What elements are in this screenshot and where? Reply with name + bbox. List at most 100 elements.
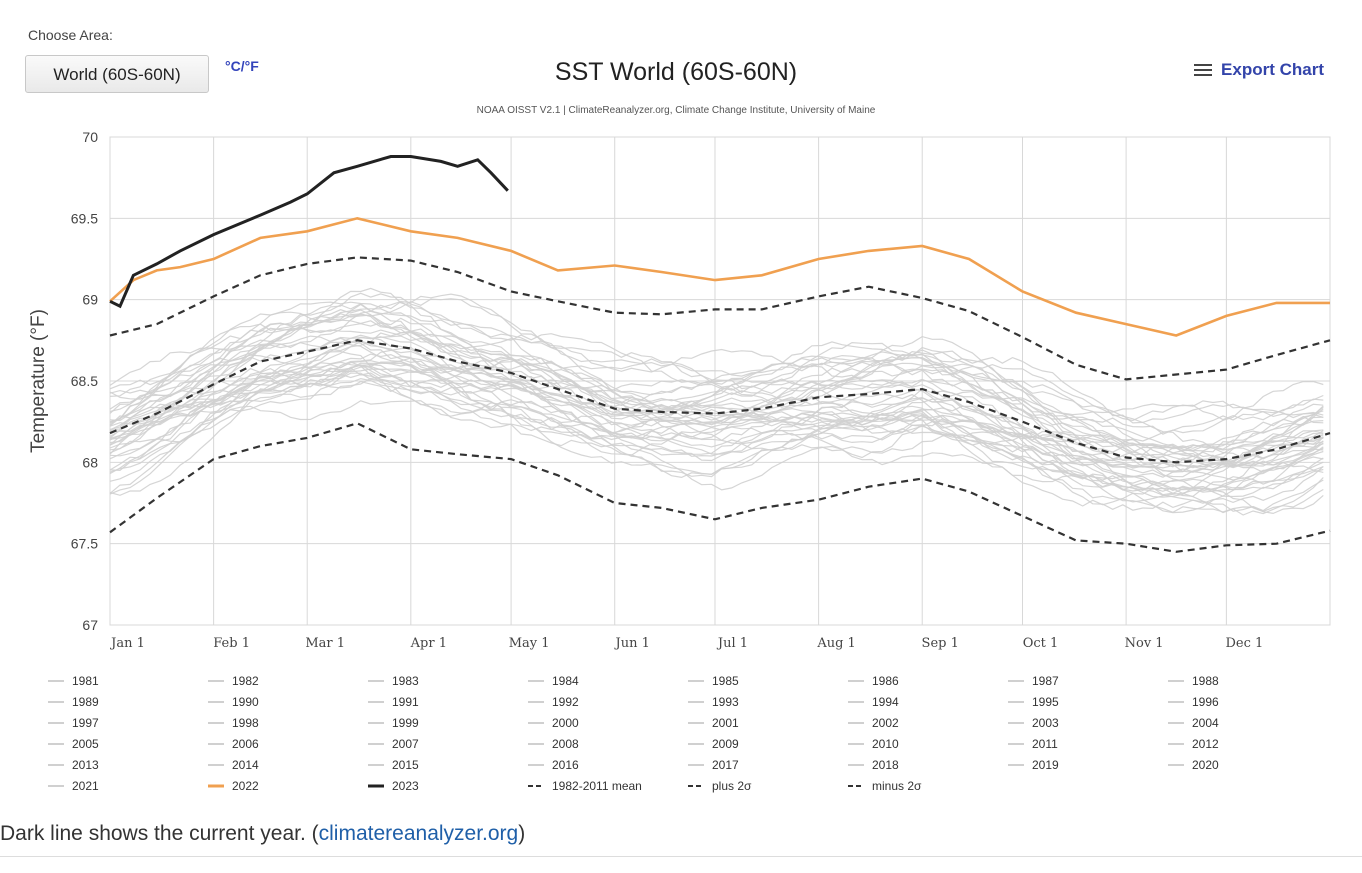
y-tick-label-6: 70 <box>82 129 98 145</box>
legend-label: 1986 <box>872 674 899 688</box>
legend-swatch <box>848 722 864 724</box>
y-tick-label-5: 69.5 <box>71 210 98 226</box>
legend-label: 2016 <box>552 758 579 772</box>
legend-item-2007[interactable]: 2007 <box>368 737 419 751</box>
line-1996 <box>109 335 1324 498</box>
legend-item-1982-2011-mean[interactable]: 1982-2011 mean <box>528 779 642 793</box>
legend-item-2021[interactable]: 2021 <box>48 779 99 793</box>
legend-item-1982[interactable]: 1982 <box>208 674 259 688</box>
legend-swatch <box>1008 701 1024 703</box>
legend-item-1997[interactable]: 1997 <box>48 716 99 730</box>
legend-item-1989[interactable]: 1989 <box>48 695 99 709</box>
legend-item-2020[interactable]: 2020 <box>1168 758 1219 772</box>
legend-label: 2015 <box>392 758 419 772</box>
legend-swatch <box>208 743 224 745</box>
legend-item-2014[interactable]: 2014 <box>208 758 259 772</box>
legend-item-1988[interactable]: 1988 <box>1168 674 1219 688</box>
legend-item-1998[interactable]: 1998 <box>208 716 259 730</box>
legend-swatch <box>1168 722 1184 724</box>
legend-label: 1988 <box>1192 674 1219 688</box>
legend-item-2011[interactable]: 2011 <box>1008 737 1058 751</box>
x-tick-label-5: Jun 1 <box>614 636 650 651</box>
legend-item-2018[interactable]: 2018 <box>848 758 899 772</box>
legend-item-1983[interactable]: 1983 <box>368 674 419 688</box>
line-2020 <box>109 327 1324 443</box>
export-chart-button[interactable]: Export Chart <box>1194 60 1324 80</box>
legend-item-2023[interactable]: 2023 <box>368 779 419 793</box>
legend-item-2013[interactable]: 2013 <box>48 758 99 772</box>
legend-item-1999[interactable]: 1999 <box>368 716 419 730</box>
legend-label: 2018 <box>872 758 899 772</box>
legend-swatch <box>848 764 864 766</box>
legend-label: 2014 <box>232 758 259 772</box>
legend-item-1984[interactable]: 1984 <box>528 674 579 688</box>
legend-item-1991[interactable]: 1991 <box>368 695 419 709</box>
chart-subtitle: NOAA OISST V2.1 | ClimateReanalyzer.org,… <box>476 105 876 116</box>
legend-item-2017[interactable]: 2017 <box>688 758 739 772</box>
legend-swatch <box>368 722 384 724</box>
legend-item-2016[interactable]: 2016 <box>528 758 579 772</box>
x-tick-label-0: Jan 1 <box>109 636 145 651</box>
legend-item-1986[interactable]: 1986 <box>848 674 899 688</box>
legend-label: 1982-2011 mean <box>552 779 642 793</box>
legend-item-1992[interactable]: 1992 <box>528 695 579 709</box>
legend-item-1987[interactable]: 1987 <box>1008 674 1059 688</box>
caption-link[interactable]: climatereanalyzer.org <box>318 822 519 845</box>
legend-item-1995[interactable]: 1995 <box>1008 695 1059 709</box>
unit-toggle-link[interactable]: °C/°F <box>225 58 259 74</box>
legend-item-1985[interactable]: 1985 <box>688 674 739 688</box>
legend-swatch <box>48 785 64 787</box>
caption-close: ) <box>518 822 526 845</box>
legend-swatch <box>688 722 704 724</box>
legend-label: minus 2σ <box>872 779 922 793</box>
legend-item-2006[interactable]: 2006 <box>208 737 259 751</box>
legend-item-2003[interactable]: 2003 <box>1008 716 1059 730</box>
legend-item-minus-2-[interactable]: minus 2σ <box>848 779 921 793</box>
legend-item-1996[interactable]: 1996 <box>1168 695 1219 709</box>
legend-item-2010[interactable]: 2010 <box>848 737 899 751</box>
legend-item-plus-2-[interactable]: plus 2σ <box>688 779 751 793</box>
sst-line-chart: 67 67.5 68 68.5 69 69.5 70 Jan 1 Feb 1 Mar 1 Apr 1… <box>28 129 1331 651</box>
legend-label: 2011 <box>1032 737 1058 751</box>
legend-label: 1994 <box>872 695 899 709</box>
legend-label: 2010 <box>872 737 899 751</box>
legend-item-1993[interactable]: 1993 <box>688 695 739 709</box>
legend-swatch <box>848 701 864 703</box>
legend-item-2009[interactable]: 2009 <box>688 737 739 751</box>
legend-swatch <box>528 701 544 703</box>
legend-label: 2021 <box>72 779 99 793</box>
legend-label: 1997 <box>72 716 99 730</box>
legend-label: plus 2σ <box>712 779 752 793</box>
legend-swatch <box>848 785 864 787</box>
legend-item-2015[interactable]: 2015 <box>368 758 419 772</box>
legend-item-2012[interactable]: 2012 <box>1168 737 1219 751</box>
line-2011 <box>109 317 1324 467</box>
legend-item-2022[interactable]: 2022 <box>208 779 259 793</box>
legend-swatch <box>368 743 384 745</box>
area-select[interactable]: World (60S-60N) <box>25 55 209 93</box>
legend-item-2019[interactable]: 2019 <box>1008 758 1059 772</box>
legend-swatch <box>688 764 704 766</box>
legend-label: 2007 <box>392 737 419 751</box>
x-tick-label-3: Apr 1 <box>410 636 447 651</box>
legend-label: 2008 <box>552 737 579 751</box>
legend-item-1990[interactable]: 1990 <box>208 695 259 709</box>
legend-item-1994[interactable]: 1994 <box>848 695 899 709</box>
legend-item-2004[interactable]: 2004 <box>1168 716 1219 730</box>
legend-item-2001[interactable]: 2001 <box>688 716 739 730</box>
legend-item-1981[interactable]: 1981 <box>48 674 99 688</box>
series-1982-2011-mean <box>109 339 1331 464</box>
legend-label: 2022 <box>232 779 259 793</box>
legend-item-2002[interactable]: 2002 <box>848 716 899 730</box>
legend-swatch <box>48 680 64 682</box>
legend-swatch <box>528 680 544 682</box>
legend-swatch <box>368 764 384 766</box>
legend-item-2008[interactable]: 2008 <box>528 737 579 751</box>
legend-swatch <box>368 784 384 788</box>
caption-text: Dark line shows the current year. ( <box>0 822 319 845</box>
legend-label: 1995 <box>1032 695 1059 709</box>
legend-item-2005[interactable]: 2005 <box>48 737 99 751</box>
legend-swatch <box>528 722 544 724</box>
legend-item-2000[interactable]: 2000 <box>528 716 579 730</box>
y-tick-label-3: 68.5 <box>71 373 98 389</box>
